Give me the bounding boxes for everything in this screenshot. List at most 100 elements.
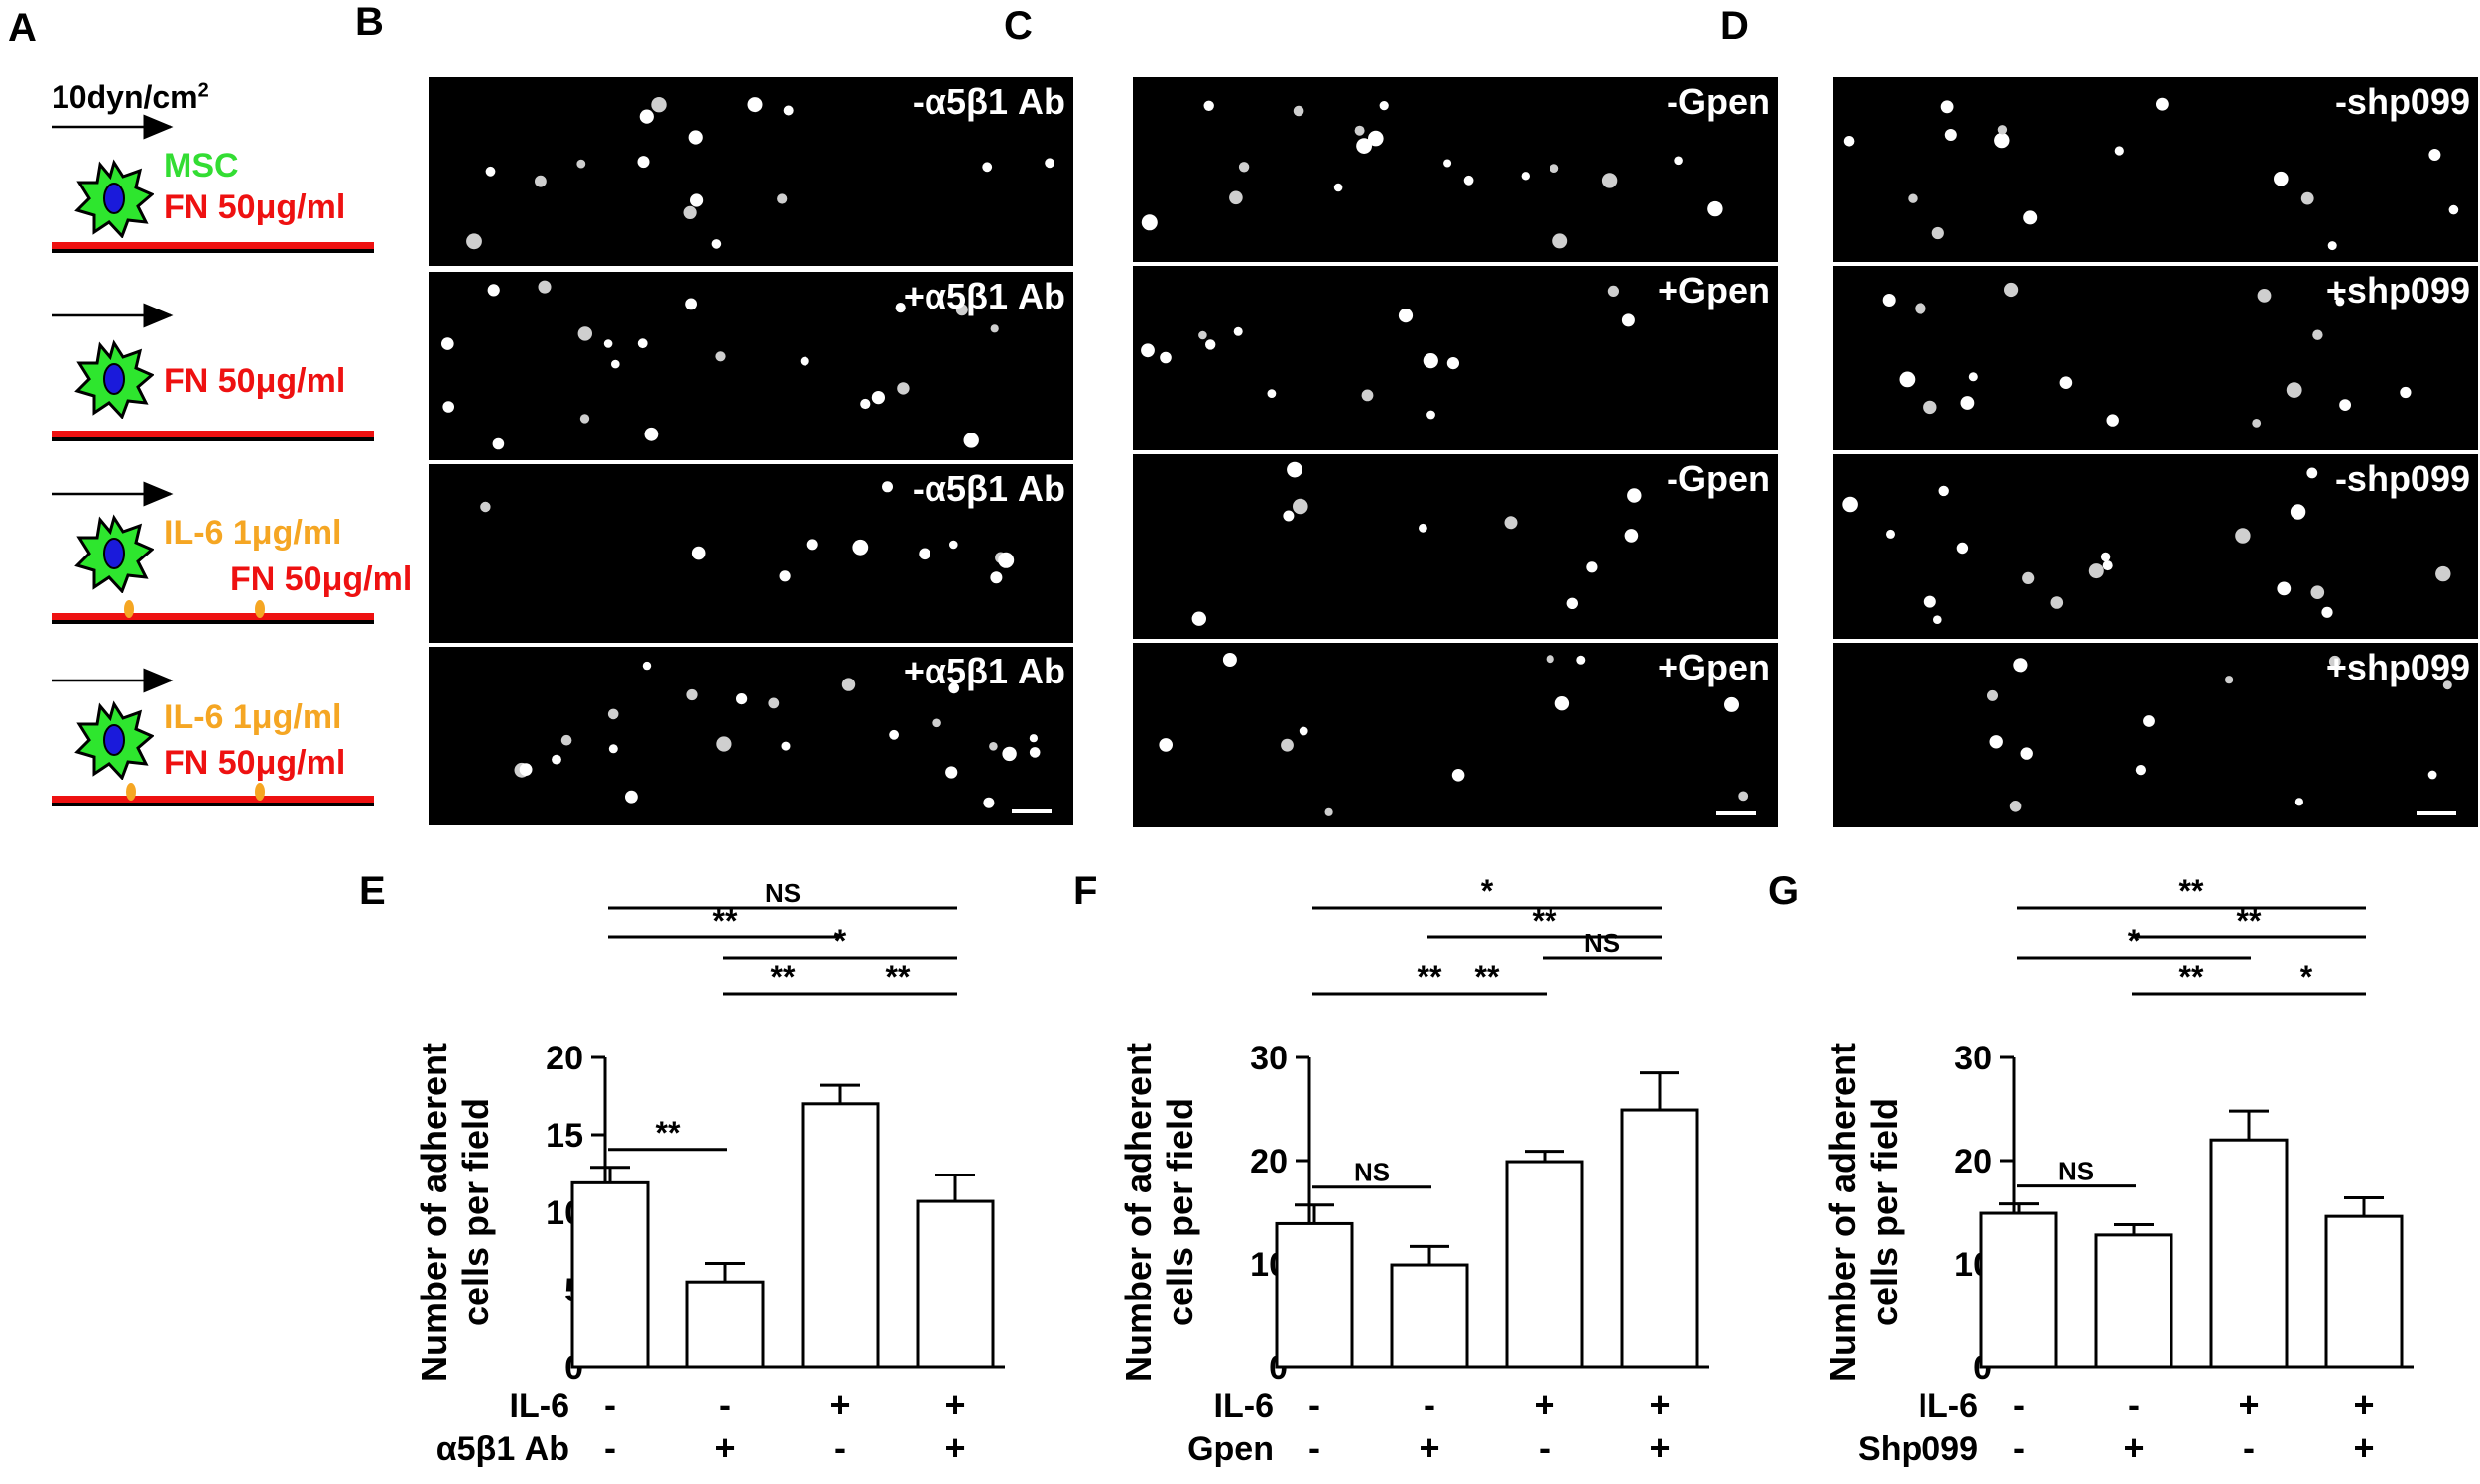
fluorescent-cell [990, 324, 999, 333]
micrograph-label: +Gpen [1657, 647, 1770, 687]
condition-sign: - [2243, 1427, 2255, 1468]
fluorescent-cell [552, 754, 561, 765]
fluorescent-cell [948, 682, 960, 694]
bar [801, 1102, 880, 1369]
fluorescent-cell [1159, 738, 1173, 752]
schematic-row-1 [52, 114, 374, 253]
schematic-label: FN 50μg/ml [164, 362, 346, 400]
micrograph: -α5β1 Ab [429, 464, 1073, 643]
fluorescent-cell [485, 166, 496, 177]
bar [1505, 1160, 1584, 1369]
fluorescent-cell [779, 570, 791, 582]
fluorescent-cell [611, 359, 620, 369]
significance-label: ** [1533, 903, 1557, 938]
schematic-panel: 10dyn/cm2 [0, 0, 412, 823]
fluorescent-cell [1842, 496, 1858, 513]
fluorescent-cell [1546, 655, 1554, 664]
fluorescent-cell [2335, 297, 2345, 307]
shear-stress-value: 10dyn/cm [52, 79, 198, 115]
fluorescent-cell [2300, 191, 2314, 205]
condition-sign: - [834, 1427, 846, 1468]
panel-label-c: C [1004, 4, 1033, 48]
significance-label: ** [713, 903, 738, 938]
y-tick-label: 15 [546, 1117, 583, 1155]
fluorescent-cell [637, 156, 650, 169]
condition-sign: - [604, 1384, 616, 1424]
fluorescent-cell [955, 304, 968, 316]
bar-chart-e: 05101520Number of adherentcells per fiel… [414, 878, 1005, 1468]
fluorescent-cell [2321, 606, 2333, 618]
msc-cell-icon [75, 516, 154, 593]
fluorescent-cell [1627, 488, 1642, 503]
fluorescent-cell [2252, 419, 2262, 428]
fluorescent-cell [882, 481, 893, 493]
fluorescent-cell [579, 414, 590, 424]
fluorescent-cell [1379, 101, 1389, 111]
fluorescent-cell [1994, 132, 2010, 149]
fluorescent-cell [441, 337, 454, 350]
fluorescent-cell [2257, 289, 2272, 303]
fluorescent-cell [919, 548, 930, 560]
schematic-drawing [52, 114, 374, 806]
condition-sign: - [2013, 1384, 2025, 1424]
micrograph-label: +α5β1 Ab [903, 651, 1065, 691]
significance-label: ** [2179, 873, 2204, 909]
micrograph: +Gpen [1133, 643, 1778, 827]
significance-label: ** [2237, 903, 2262, 938]
fluorescent-cell [1908, 193, 1918, 203]
condition-sign: - [2128, 1384, 2140, 1424]
fluorescent-cell [1002, 746, 1017, 762]
bar [1390, 1263, 1469, 1369]
fluorescent-cell [2114, 146, 2124, 156]
fluorescent-cell [2013, 658, 2028, 673]
bar [2324, 1214, 2404, 1369]
fluorescent-cell [2294, 798, 2303, 806]
micrograph: -α5β1 Ab [429, 77, 1073, 266]
fluorescent-cell [2100, 552, 2111, 562]
fluorescent-cell [2022, 571, 2035, 584]
condition-sign: + [714, 1427, 735, 1468]
fluorescent-cell [1923, 400, 1937, 415]
condition-sign: - [1424, 1384, 1435, 1424]
micrograph-label: +shp099 [2325, 270, 2470, 310]
condition-sign: - [719, 1384, 731, 1424]
fluorescent-cell [1426, 410, 1435, 420]
fluorescent-cell [519, 763, 533, 776]
fluorescent-cell [1552, 233, 1568, 249]
micrograph-label: +α5β1 Ab [903, 276, 1065, 316]
scale-bar [1716, 811, 1756, 815]
significance-label: * [2128, 924, 2141, 959]
fluorescent-cell [538, 280, 552, 294]
fluorescent-cell [1521, 172, 1530, 181]
fluorescent-cell [1293, 105, 1304, 117]
fluorescent-cell [2050, 596, 2064, 609]
fluorescent-cell [897, 382, 910, 395]
condition-label: IL-6 [510, 1387, 569, 1424]
fluorescent-cell [889, 729, 899, 740]
condition-sign: - [604, 1427, 616, 1468]
fluorescent-cell [1238, 162, 1250, 173]
bar-chart-g: 0102030Number of adherentcells per field… [1822, 873, 2414, 1468]
fluorescent-cell [637, 338, 648, 349]
condition-label: Shp099 [1858, 1430, 1978, 1468]
fluorescent-cell [806, 539, 818, 551]
fluorescent-cell [1882, 294, 1896, 307]
fluorescent-cell [1624, 529, 1639, 543]
fluorescent-cell [871, 391, 885, 405]
condition-label: IL-6 [1919, 1387, 1978, 1424]
bar [685, 1280, 765, 1369]
schematic-row-4 [52, 668, 374, 806]
condition-label: Gpen [1187, 1430, 1274, 1468]
substrate-base [52, 249, 374, 253]
fluorescent-cell [982, 162, 993, 173]
fluorescent-cell [2004, 282, 2019, 298]
micrograph-label: -Gpen [1667, 81, 1770, 122]
bar-chart-f: 0102030Number of adherentcells per field… [1118, 873, 1709, 1468]
fluorescent-cell [492, 437, 505, 450]
fluorescent-cell [2290, 504, 2306, 520]
condition-sign: + [1649, 1384, 1670, 1424]
significance-label: * [834, 924, 847, 959]
fn-substrate [52, 431, 374, 437]
fluorescent-cell [1989, 735, 2003, 749]
micrograph: -shp099 [1833, 454, 2478, 639]
